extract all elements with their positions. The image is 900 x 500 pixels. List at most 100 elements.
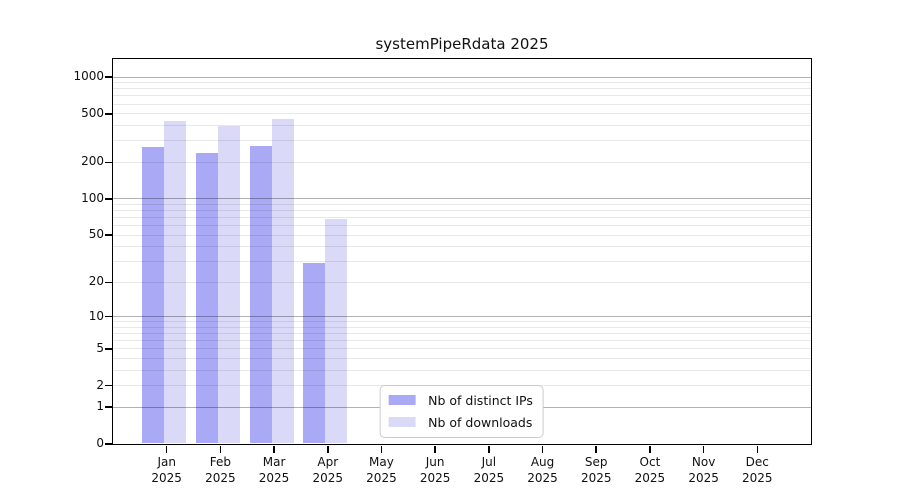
x-tick-mark xyxy=(273,445,275,453)
legend-swatch-distinct-ips xyxy=(388,395,416,405)
x-tick-label: Aug 2025 xyxy=(511,454,575,486)
y-tick-label: 1000 xyxy=(73,69,104,83)
gridline-minor xyxy=(112,225,811,227)
legend: Nb of distinct IPs Nb of downloads xyxy=(379,384,544,438)
y-tick-mark xyxy=(104,406,112,408)
y-tick-mark xyxy=(104,198,112,200)
x-tick-month: Feb xyxy=(209,455,231,469)
y-tick-mark xyxy=(104,315,112,318)
gridline-minor xyxy=(112,210,811,212)
gridline-minor xyxy=(112,340,811,342)
x-tick-mark xyxy=(702,445,705,453)
y-tick-label: 50 xyxy=(88,227,104,242)
x-tick-label: Jul 2025 xyxy=(457,454,521,486)
x-tick-year: 2025 xyxy=(527,471,558,485)
x-tick-year: 2025 xyxy=(688,471,719,485)
y-tick-label: 0 xyxy=(96,436,104,450)
y-tick-mark xyxy=(104,76,112,78)
y-tick-label: 5 xyxy=(96,340,104,355)
x-tick-mark xyxy=(756,445,759,453)
gridline-minor xyxy=(112,369,811,371)
x-tick-year: 2025 xyxy=(258,471,290,485)
x-tick-label: Jan 2025 xyxy=(135,454,199,486)
gridline-minor xyxy=(112,261,811,263)
x-tick-label: Sep 2025 xyxy=(564,454,628,486)
bar-ips-feb xyxy=(195,152,218,444)
x-tick-month: Jun xyxy=(425,455,445,469)
gridline-minor xyxy=(112,140,811,142)
x-tick-month: Apr xyxy=(317,455,339,469)
y-tick-label: 10 xyxy=(88,308,104,323)
bar-downloads-jan xyxy=(164,121,187,444)
gridline-minor xyxy=(112,82,811,84)
gridline-minor xyxy=(112,333,811,335)
y-tick-mark xyxy=(104,348,112,350)
y-tick-mark xyxy=(104,113,112,115)
x-tick-year: 2025 xyxy=(473,471,505,485)
x-tick-year: 2025 xyxy=(366,471,397,485)
y-tick-mark xyxy=(104,234,112,236)
gridline-minor xyxy=(112,103,811,105)
x-tick-label: Oct 2025 xyxy=(618,454,682,486)
gridline-minor xyxy=(112,217,811,219)
y-tick-label: 20 xyxy=(88,274,104,289)
x-tick-label: Dec 2025 xyxy=(725,454,789,486)
y-tick-mark xyxy=(104,384,112,387)
gridline-minor xyxy=(112,95,811,97)
chart-title: systemPipeRdata 2025 xyxy=(375,35,549,53)
x-tick-label: Jun 2025 xyxy=(403,454,467,486)
x-tick-year: 2025 xyxy=(419,471,451,485)
y-tick-mark xyxy=(104,443,112,445)
x-tick-mark xyxy=(595,445,597,453)
x-tick-month: Nov xyxy=(691,455,716,469)
gridline-minor xyxy=(112,125,811,127)
x-tick-mark xyxy=(434,445,436,453)
x-tick-mark xyxy=(541,445,544,453)
x-tick-month: Jan xyxy=(157,455,176,469)
x-tick-mark xyxy=(380,445,383,453)
y-tick-label: 200 xyxy=(81,154,104,169)
bar-downloads-mar xyxy=(271,118,294,444)
y-tick-mark xyxy=(104,161,112,164)
x-tick-mark xyxy=(165,445,168,453)
x-tick-label: Feb 2025 xyxy=(188,454,252,486)
gridline-minor xyxy=(112,161,811,163)
x-tick-year: 2025 xyxy=(580,471,612,485)
legend-item-downloads: Nb of downloads xyxy=(388,415,533,430)
gridline-minor xyxy=(112,321,811,323)
gridline-minor xyxy=(112,113,811,115)
plot-area: Nb of distinct IPs Nb of downloads xyxy=(111,57,812,445)
gridline-minor xyxy=(112,326,811,328)
gridline-minor xyxy=(112,88,811,90)
x-tick-month: Dec xyxy=(745,455,769,469)
x-tick-mark xyxy=(488,445,490,453)
bar-downloads-apr xyxy=(325,218,348,444)
x-tick-mark xyxy=(649,445,651,453)
bar-ips-mar xyxy=(249,145,272,444)
x-tick-year: 2025 xyxy=(634,471,666,485)
x-tick-year: 2025 xyxy=(205,471,236,485)
y-tick-label: 2 xyxy=(96,377,104,392)
legend-swatch-downloads xyxy=(388,417,416,427)
legend-label-downloads: Nb of downloads xyxy=(428,414,533,430)
x-tick-month: Oct xyxy=(639,455,661,469)
bar-ips-apr xyxy=(303,262,326,444)
gridline-minor xyxy=(112,348,811,350)
x-tick-label: May 2025 xyxy=(349,454,413,486)
x-tick-mark xyxy=(219,445,222,453)
x-tick-month: Sep xyxy=(584,455,608,469)
x-tick-month: Jul xyxy=(481,455,497,469)
y-tick-mark xyxy=(104,281,112,284)
gridline-major xyxy=(112,76,811,78)
bar-downloads-feb xyxy=(217,126,240,444)
x-tick-label: Nov 2025 xyxy=(672,454,736,486)
x-tick-label: Mar 2025 xyxy=(242,454,306,486)
gridline-major xyxy=(112,316,811,318)
x-tick-year: 2025 xyxy=(742,471,773,485)
gridline-minor xyxy=(112,234,811,236)
bar-ips-jan xyxy=(142,146,165,444)
legend-label-distinct-ips: Nb of distinct IPs xyxy=(428,392,533,408)
x-tick-mark xyxy=(327,445,329,453)
x-tick-month: Aug xyxy=(530,455,555,469)
